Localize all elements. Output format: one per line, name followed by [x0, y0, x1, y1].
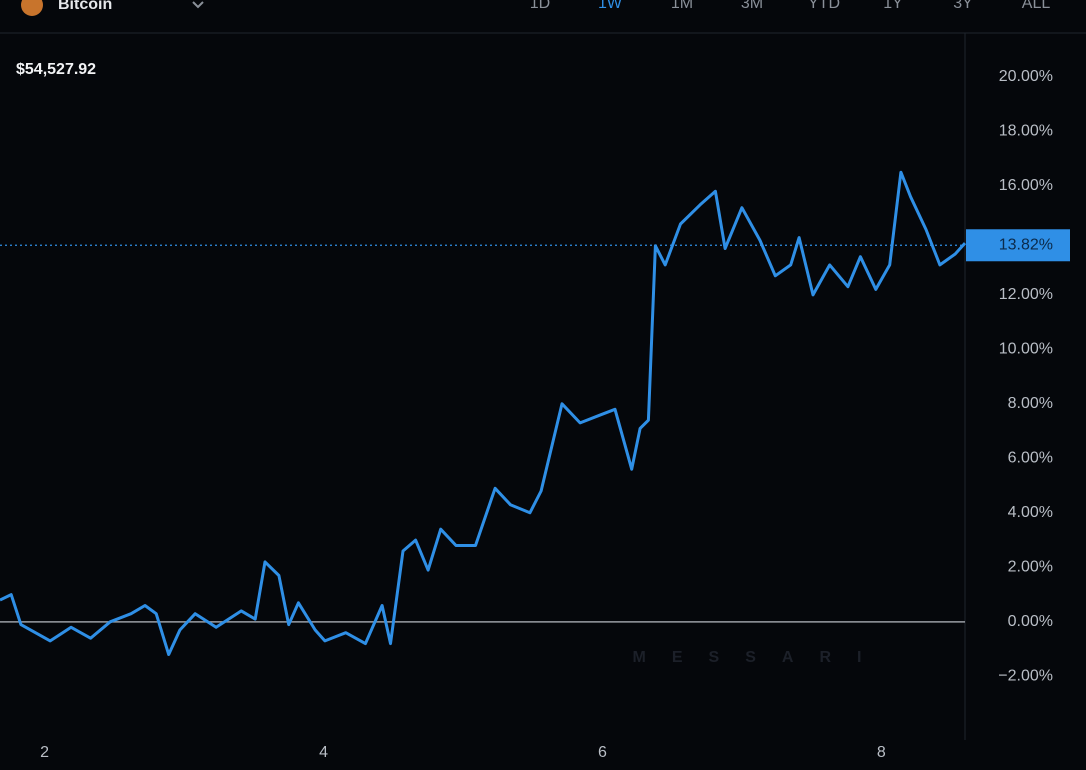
y-tick-label: 18.00%: [999, 123, 1053, 140]
price-line: [0, 170, 967, 656]
x-tick-label: 6: [598, 744, 607, 761]
timeframes: 1D 1W 1M 3M YTD 1Y 3Y ALL: [530, 0, 1051, 12]
y-tick-label: 12.00%: [999, 286, 1053, 303]
y-tick-label: 4.00%: [1008, 504, 1053, 521]
x-tick-label: 8: [877, 744, 886, 761]
last-value-label: 13.82%: [999, 236, 1053, 253]
y-tick-label: 20.00%: [999, 68, 1053, 85]
last-value-box: [966, 229, 1070, 262]
y-tick-label: −2.00%: [998, 668, 1053, 685]
price: $54,527.92: [16, 61, 96, 78]
timeframe-button[interactable]: 1M: [671, 0, 693, 12]
dropdown-caret[interactable]: [192, 1, 204, 9]
asset-name[interactable]: Bitcoin: [58, 0, 112, 13]
timeframe-button[interactable]: 3Y: [953, 0, 973, 12]
x-tick-label: 4: [319, 744, 328, 761]
y-tick-label: 8.00%: [1008, 395, 1053, 412]
asset-icon: [21, 0, 43, 16]
watermark: MESSARI: [633, 649, 888, 666]
timeframe-button[interactable]: ALL: [1022, 0, 1051, 12]
timeframe-button[interactable]: 1W: [598, 0, 623, 12]
y-tick-label: 16.00%: [999, 177, 1053, 194]
y-tick-label: 10.00%: [999, 341, 1053, 358]
x-tick-label: 2: [40, 744, 49, 761]
y-tick-label: 6.00%: [1008, 450, 1053, 467]
timeframe-button[interactable]: YTD: [808, 0, 840, 12]
y-tick-label: 0.00%: [1008, 613, 1053, 630]
timeframe-button[interactable]: 1D: [530, 0, 550, 12]
timeframe-button[interactable]: 1Y: [883, 0, 903, 12]
timeframe-button[interactable]: 3M: [741, 0, 763, 12]
y-tick-label: 2.00%: [1008, 559, 1053, 576]
